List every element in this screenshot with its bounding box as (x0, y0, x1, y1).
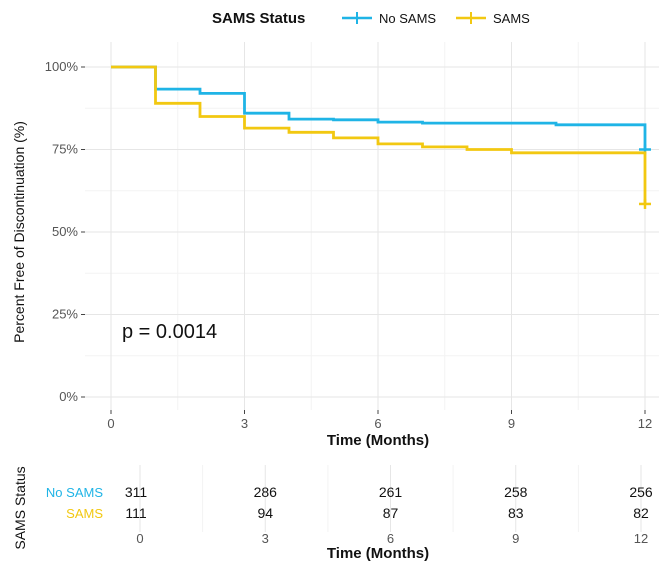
risk-count: 261 (379, 484, 403, 500)
y-tick-label: 75% (52, 142, 78, 157)
risk-table-x-title: Time (Months) (327, 545, 429, 562)
y-tick-label: 50% (52, 224, 78, 239)
risk-table-grid (139, 465, 642, 532)
x-tick-label: 6 (374, 416, 381, 431)
x-tick-label: 9 (508, 416, 515, 431)
x-axis: 0 3 6 9 12 (107, 410, 652, 431)
legend-title: SAMS Status (212, 10, 305, 27)
legend-label-no-sams: No SAMS (379, 11, 436, 26)
series-line-sams (111, 65, 647, 204)
y-tick-label: 25% (52, 307, 78, 322)
risk-count: 94 (257, 505, 273, 521)
risk-count: 87 (383, 505, 399, 521)
x-tick-label: 3 (241, 416, 248, 431)
risk-table: No SAMS 311 286 261 258 256 SAMS 111 94 87 83 82 0 3 6… (46, 484, 653, 546)
risk-count: 258 (504, 484, 528, 500)
y-axis-title: Percent Free of Discontinuation (%) (11, 121, 27, 343)
risk-x-tick-label: 3 (262, 531, 269, 546)
p-value-annotation: p = 0.0014 (122, 321, 217, 343)
y-tick-label: 0% (59, 389, 78, 404)
x-axis-title: Time (Months) (327, 432, 429, 449)
risk-count: 82 (633, 505, 649, 521)
risk-x-tick-label: 6 (387, 531, 394, 546)
legend: SAMS Status No SAMS SAMS (212, 10, 530, 27)
legend-label-sams: SAMS (493, 11, 530, 26)
x-tick-label: 12 (638, 416, 652, 431)
risk-table-y-title: SAMS Status (12, 466, 28, 549)
survival-curves (111, 65, 651, 209)
risk-row-label: No SAMS (46, 485, 103, 500)
y-tick-label: 100% (45, 59, 79, 74)
risk-x-tick-label: 9 (512, 531, 519, 546)
risk-x-tick-label: 0 (136, 531, 143, 546)
risk-x-tick-label: 12 (634, 531, 648, 546)
risk-count: 286 (254, 484, 278, 500)
risk-count: 311 (125, 484, 148, 500)
risk-row-label: SAMS (66, 506, 103, 521)
series-line-no-sams (111, 65, 647, 150)
risk-count: 83 (508, 505, 524, 521)
risk-count: 256 (629, 484, 653, 500)
risk-count: 111 (125, 505, 146, 521)
plot-grid (85, 42, 659, 410)
y-axis: 0% 25% 50% 75% 100% (45, 59, 85, 404)
x-tick-label: 0 (107, 416, 114, 431)
